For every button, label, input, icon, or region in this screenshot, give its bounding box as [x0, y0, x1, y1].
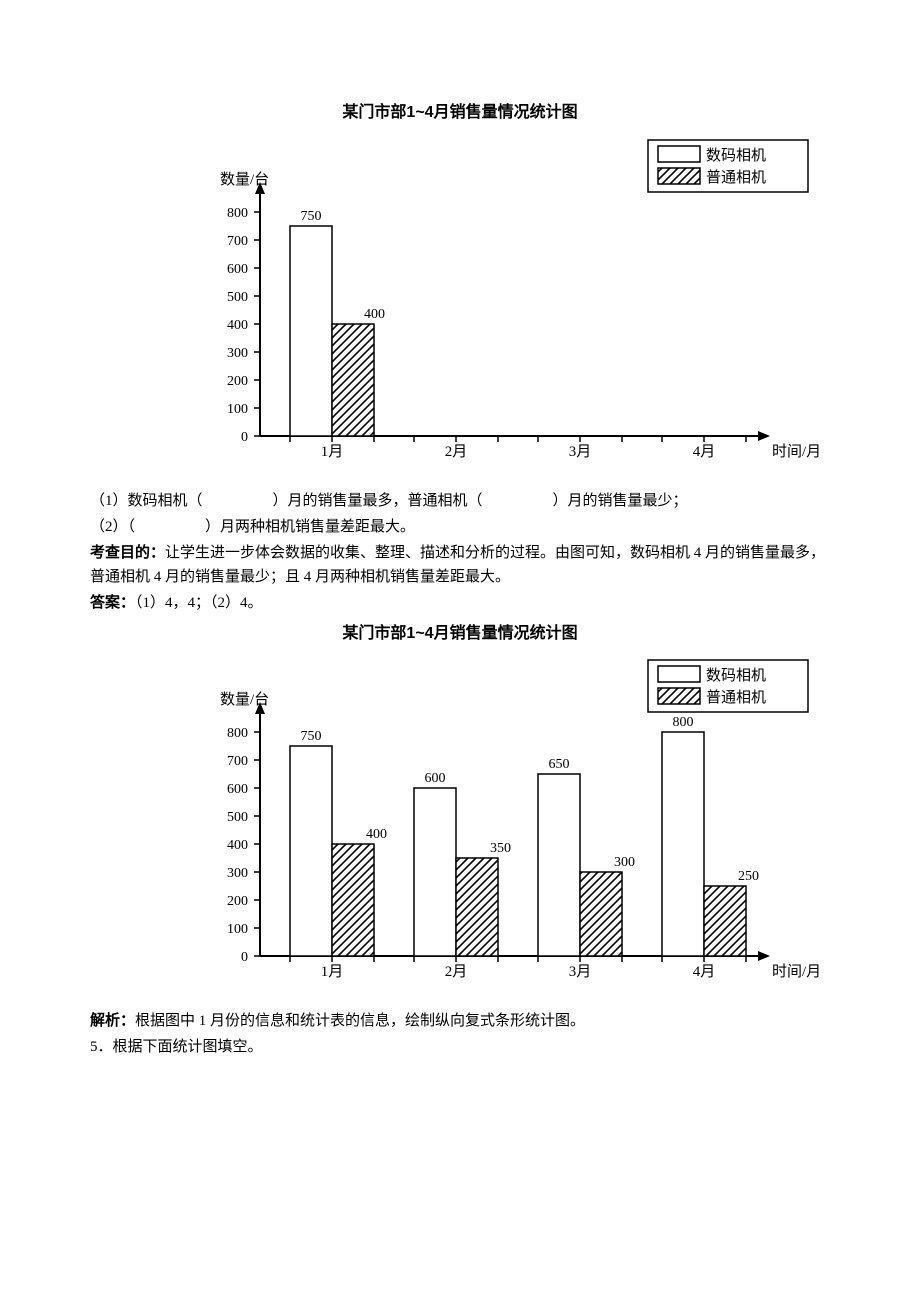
svg-text:4月: 4月	[693, 444, 716, 460]
svg-text:4月: 4月	[693, 964, 716, 980]
chart1-xlabel: 时间/月	[772, 443, 820, 460]
svg-text:800: 800	[673, 715, 694, 730]
svg-text:350: 350	[490, 841, 511, 856]
svg-text:600: 600	[227, 262, 248, 277]
svg-text:500: 500	[227, 810, 248, 825]
chart2: 数码相机 普通相机 数量/台 0 100 200 300 400 500 600…	[160, 654, 820, 999]
exam-label: 考查目的：	[90, 545, 165, 561]
q2-post: ）月两种相机销售量差距最大。	[205, 519, 415, 535]
svg-text:3月: 3月	[569, 964, 592, 980]
svg-text:1月: 1月	[321, 444, 344, 460]
svg-text:2月: 2月	[445, 964, 468, 980]
chart2-xlabel: 时间/月	[772, 963, 820, 980]
chart1-xticks: 1月 2月 3月 4月	[290, 436, 746, 460]
svg-text:0: 0	[241, 950, 248, 965]
svg-text:700: 700	[227, 234, 248, 249]
analysis-label: 解析：	[90, 1013, 135, 1029]
answer-label: 答案：	[90, 595, 135, 611]
chart1-bars: 750 400	[290, 209, 385, 436]
svg-text:400: 400	[227, 838, 248, 853]
svg-text:250: 250	[738, 869, 759, 884]
chart2-ylabel: 数量/台	[220, 691, 269, 708]
svg-text:普通相机: 普通相机	[706, 689, 766, 706]
chart2-xticks: 1月 2月 3月 4月	[290, 956, 746, 980]
svg-text:750: 750	[301, 729, 322, 744]
svg-text:800: 800	[227, 206, 248, 221]
legend-ordinary: 普通相机	[706, 169, 766, 186]
svg-text:700: 700	[227, 754, 248, 769]
chart1-title: 某门市部1~4月销售量情况统计图	[90, 100, 830, 126]
chart2-bars: 750 400 600 350 650 300 800 250	[290, 715, 759, 956]
q2-pre: （2）（	[90, 519, 135, 535]
svg-text:500: 500	[227, 290, 248, 305]
chart2-title: 某门市部1~4月销售量情况统计图	[90, 621, 830, 647]
q1-blank1[interactable]	[203, 489, 273, 513]
svg-text:750: 750	[301, 209, 322, 224]
svg-text:400: 400	[227, 318, 248, 333]
chart1-yticks: 0 100 200 300 400 500 600 700 800	[227, 206, 260, 445]
q2-blank[interactable]	[135, 515, 205, 539]
q1-pre: （1）数码相机（	[90, 493, 203, 509]
analysis-block: 解析：根据图中 1 月份的信息和统计表的信息，绘制纵向复式条形统计图。 5．根据…	[90, 1009, 830, 1059]
svg-text:100: 100	[227, 402, 248, 417]
svg-text:800: 800	[227, 726, 248, 741]
svg-text:3月: 3月	[569, 444, 592, 460]
svg-text:1月: 1月	[321, 964, 344, 980]
svg-text:0: 0	[241, 430, 248, 445]
q5-text: 5．根据下面统计图填空。	[90, 1035, 830, 1059]
svg-text:数码相机: 数码相机	[706, 667, 766, 684]
exam-text: 让学生进一步体会数据的收集、整理、描述和分析的过程。由图可知，数码相机 4 月的…	[90, 545, 825, 585]
svg-text:2月: 2月	[445, 444, 468, 460]
analysis-text: 根据图中 1 月份的信息和统计表的信息，绘制纵向复式条形统计图。	[135, 1013, 585, 1029]
question-block: （1）数码相机（ ）月的销售量最多，普通相机（ ）月的销售量最少； （2）（ ）…	[90, 489, 830, 615]
legend-digital: 数码相机	[706, 147, 766, 164]
svg-text:400: 400	[364, 307, 385, 322]
answer-text: （1）4，4；（2）4。	[135, 595, 263, 611]
svg-text:600: 600	[227, 782, 248, 797]
svg-text:100: 100	[227, 922, 248, 937]
chart1: 数码相机 普通相机 数量/台 0 100 200 300	[160, 134, 820, 479]
svg-text:300: 300	[614, 855, 635, 870]
chart2-legend: 数码相机 普通相机	[648, 660, 808, 712]
svg-text:650: 650	[549, 757, 570, 772]
svg-text:600: 600	[425, 771, 446, 786]
q1-blank2[interactable]	[483, 489, 553, 513]
q1-mid: ）月的销售量最多，普通相机（	[273, 493, 483, 509]
q1-post: ）月的销售量最少；	[553, 493, 688, 509]
svg-text:200: 200	[227, 894, 248, 909]
svg-text:400: 400	[366, 827, 387, 842]
chart2-yticks: 0 100 200 300 400 500 600 700 800	[227, 726, 260, 965]
svg-text:300: 300	[227, 866, 248, 881]
chart1-ylabel: 数量/台	[220, 171, 269, 188]
chart1-legend: 数码相机 普通相机	[648, 140, 808, 192]
svg-text:200: 200	[227, 374, 248, 389]
svg-text:300: 300	[227, 346, 248, 361]
